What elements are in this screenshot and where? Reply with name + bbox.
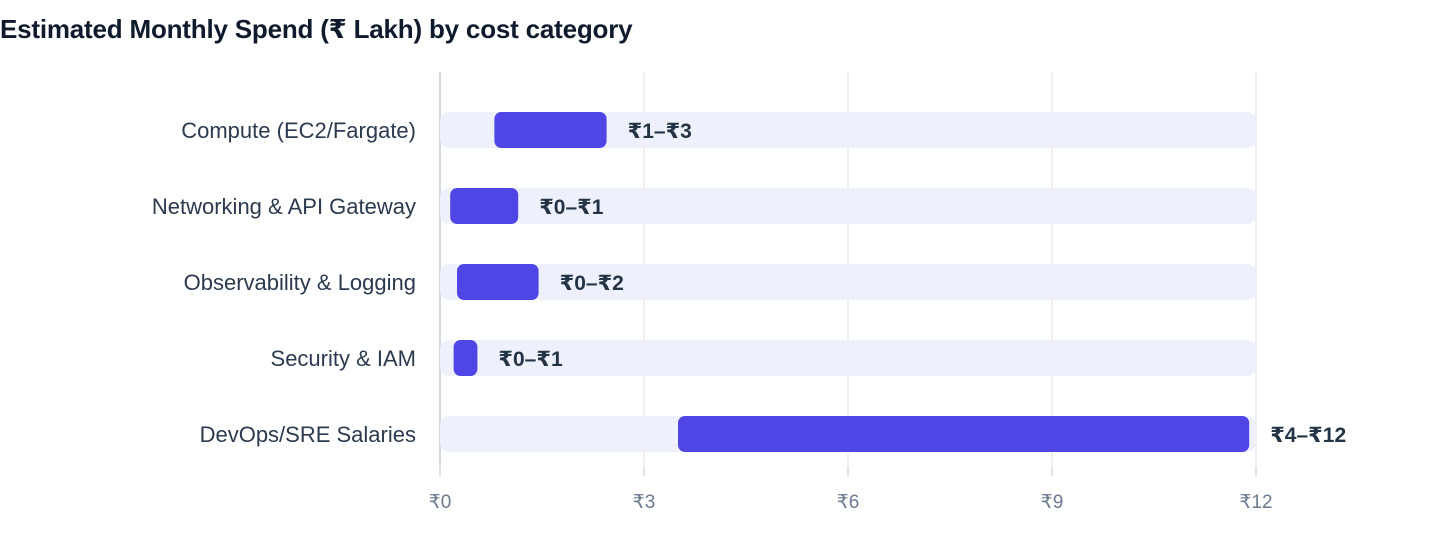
x-axis-ticks: ₹0 ₹3 ₹6 ₹9 ₹12 (429, 492, 1273, 513)
range-bar (678, 416, 1250, 452)
range-bar (453, 340, 478, 376)
category-labels: Compute (EC2/Fargate) Networking & API Ga… (152, 118, 416, 447)
value-label: ₹0–₹1 (539, 196, 604, 219)
bar-track (440, 264, 1256, 300)
bar-track (440, 112, 1256, 148)
bar-track (440, 188, 1256, 224)
value-label: ₹4–₹12 (1270, 424, 1346, 447)
chart-title: Estimated Monthly Spend (₹ Lakh) by cost… (0, 14, 633, 44)
x-tick-label: ₹9 (1041, 492, 1064, 513)
value-label: ₹0–₹1 (498, 348, 563, 371)
range-bar (494, 112, 607, 148)
value-label: ₹0–₹2 (560, 272, 624, 295)
category-label: Compute (EC2/Fargate) (181, 118, 416, 143)
bars (450, 112, 1250, 452)
x-tick-label: ₹12 (1239, 492, 1272, 513)
category-label: Networking & API Gateway (152, 194, 416, 219)
bar-track (440, 340, 1256, 376)
x-tick-label: ₹0 (429, 492, 452, 513)
range-bar (457, 264, 539, 300)
x-tick-label: ₹3 (633, 492, 656, 513)
category-label: DevOps/SRE Salaries (200, 422, 416, 447)
value-labels: ₹1–₹3 ₹0–₹1 ₹0–₹2 ₹0–₹1 ₹4–₹12 (498, 120, 1346, 447)
x-tick-label: ₹6 (837, 492, 860, 513)
category-label: Security & IAM (271, 346, 416, 371)
range-bar (450, 188, 519, 224)
category-label: Observability & Logging (184, 270, 416, 295)
value-label: ₹1–₹3 (628, 120, 692, 143)
